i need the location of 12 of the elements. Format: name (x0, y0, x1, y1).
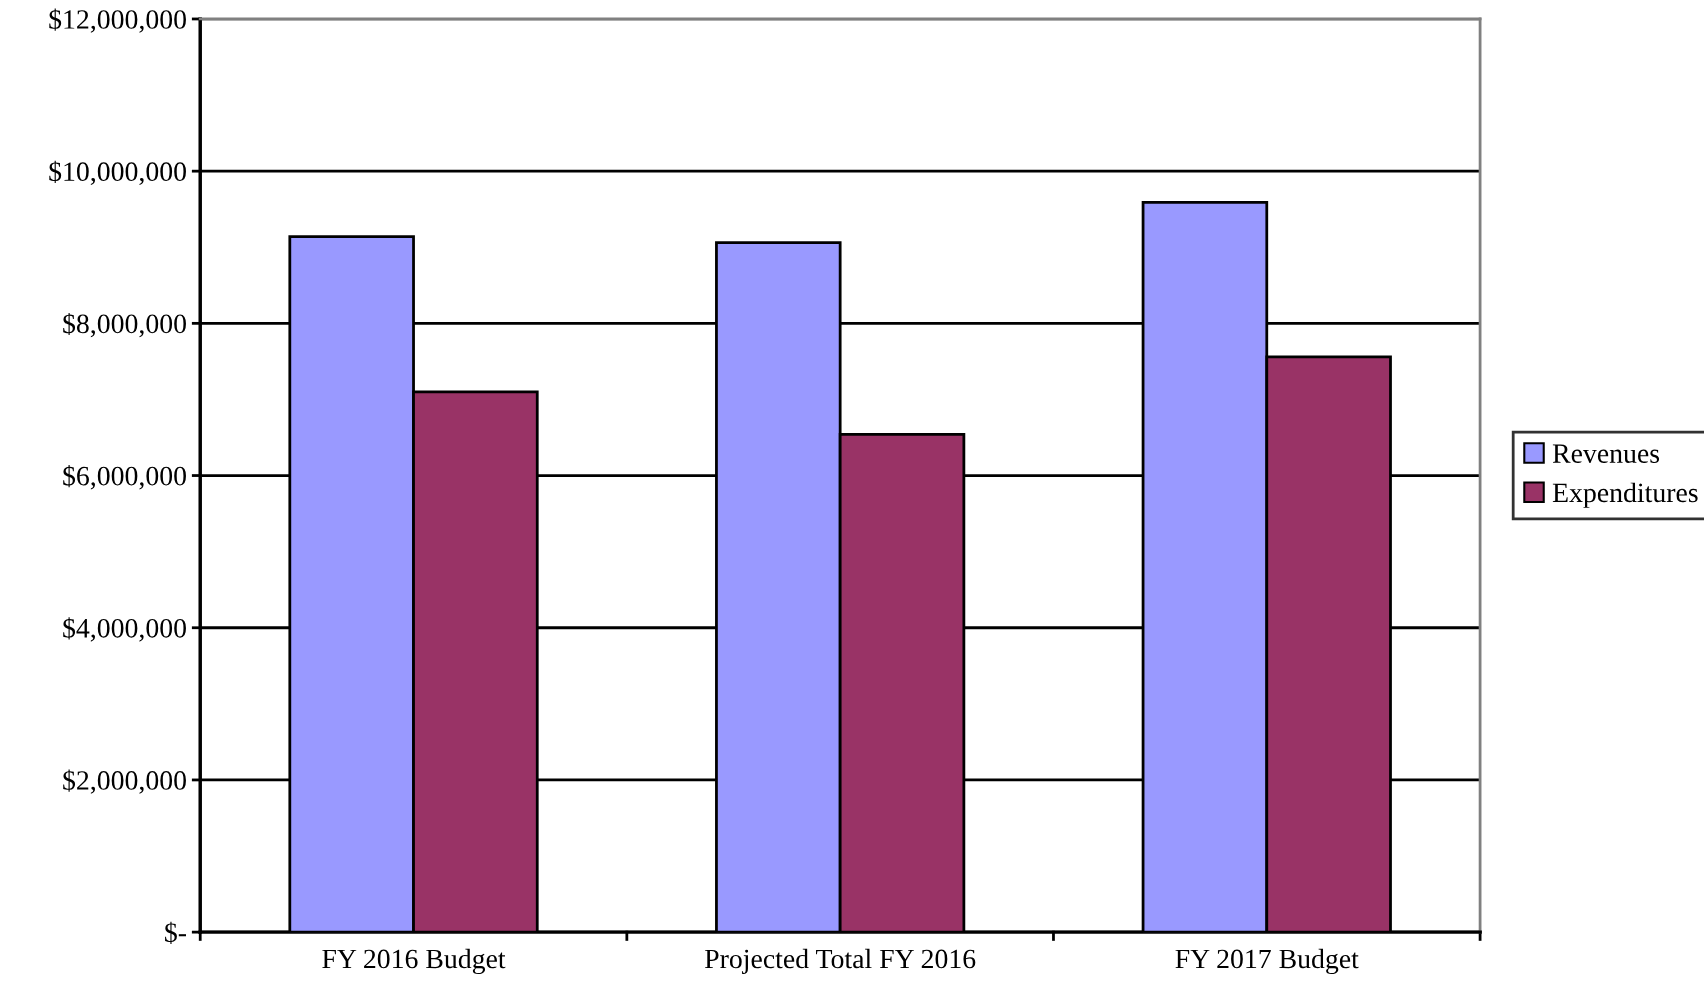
y-tick-label: $12,000,000 (49, 8, 186, 33)
x-tick-label: Projected Total FY 2016 (704, 948, 976, 974)
x-tick-label: FY 2016 Budget (322, 948, 506, 975)
y-tick-label: $8,000,000 (63, 312, 186, 338)
y-tick-label: $4,000,000 (63, 617, 186, 642)
y-tick-label: $6,000,000 (63, 465, 186, 490)
y-tick-label: $- (165, 921, 187, 944)
x-tick-label: FY 2017 Budget (1175, 948, 1359, 975)
legend-label: Expenditures (1552, 482, 1698, 508)
y-tick-label: $10,000,000 (49, 160, 186, 186)
y-tick-label: $2,000,000 (63, 769, 186, 794)
legend-label: Revenues (1552, 444, 1660, 463)
